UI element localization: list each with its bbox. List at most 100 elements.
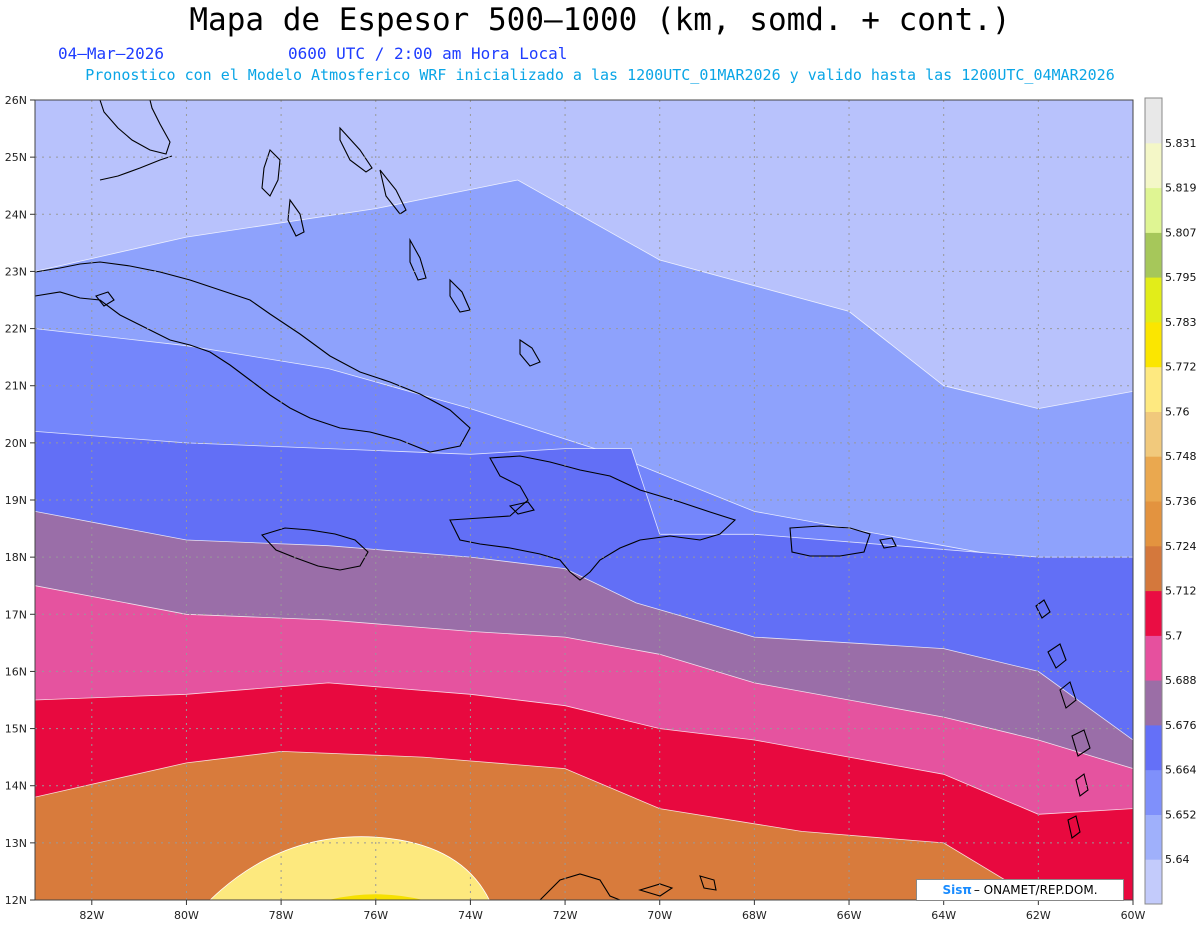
coastline-south-america	[539, 873, 621, 900]
colorbar-label: 5.772	[1165, 361, 1197, 374]
colorbar: 5.64 5.652 5.664 5.676 5.688 5.7 5.712 5.724 5.7…	[1144, 97, 1197, 905]
lat-tick-label: 22N	[5, 323, 27, 336]
coastline-antilles-2	[1047, 643, 1067, 669]
colorbar-swatch	[1145, 232, 1162, 278]
lat-tick-label: 23N	[5, 265, 27, 278]
model-info: Pronostico con el Modelo Atmosferico WRF…	[85, 66, 1115, 84]
coastline-jamaica	[260, 527, 369, 571]
lon-tick-label: 74W	[458, 909, 483, 922]
coastline-antilles-4	[1071, 729, 1091, 757]
colorbar-label: 5.807	[1165, 226, 1197, 239]
lon-tick-label: 64W	[931, 909, 956, 922]
colorbar-label: 5.819	[1165, 182, 1197, 195]
coastline-isla-juventud	[95, 291, 115, 307]
colorbar-label: 5.676	[1165, 719, 1197, 732]
coastline-bahamas-1	[261, 148, 281, 197]
coastline-gonave	[508, 501, 535, 515]
lon-tick-label: 60W	[1121, 909, 1146, 922]
coastline-keys	[99, 155, 173, 181]
lat-tick-label: 17N	[5, 608, 27, 621]
colorbar-label: 5.664	[1165, 764, 1197, 777]
coastline-bahamas-5	[409, 237, 427, 281]
colorbar-label: 5.795	[1165, 271, 1197, 284]
colorbar-label: 5.64	[1165, 853, 1190, 866]
lat-tick-label: 12N	[5, 894, 27, 907]
colorbar-label: 5.783	[1165, 316, 1197, 329]
colorbar-label: 5.7	[1165, 629, 1183, 642]
lat-tick-label: 20N	[5, 437, 27, 450]
lon-tick-label: 82W	[79, 909, 104, 922]
colorbar-swatch	[1145, 859, 1162, 905]
colorbar-label: 5.688	[1165, 674, 1197, 687]
coastlines	[35, 100, 1091, 900]
coastline-antilles-5	[1075, 773, 1089, 797]
lat-tick-label: 18N	[5, 551, 27, 564]
coastline-cuba	[35, 261, 471, 453]
colorbar-swatch	[1145, 187, 1162, 233]
coastline-antilles-3	[1059, 681, 1077, 709]
colorbar-frame	[1144, 97, 1163, 905]
band-11	[209, 836, 490, 900]
colorbar-swatch	[1145, 545, 1162, 592]
credit-box: Sisπ – ONAMET/REP.DOM.	[916, 879, 1124, 901]
lat-tick-label: 24N	[5, 208, 27, 221]
forecast-time: 0600 UTC / 2:00 am Hora Local	[288, 44, 568, 63]
lat-tick-label: 14N	[5, 780, 27, 793]
coastline-turks	[519, 338, 541, 367]
lat-tick-label: 16N	[5, 665, 27, 678]
lon-tick-label: 78W	[269, 909, 294, 922]
coastline-bahamas-4	[379, 169, 407, 215]
colorbar-swatch	[1145, 277, 1162, 323]
colorbar-swatch	[1145, 590, 1162, 636]
colorbar-label: 5.712	[1165, 585, 1197, 598]
colorbar-swatch	[1145, 321, 1162, 368]
colorbar-swatch	[1145, 142, 1162, 189]
lon-tick-label: 66W	[837, 909, 862, 922]
lon-tick-label: 62W	[1026, 909, 1051, 922]
coastline-bonaire	[699, 875, 717, 891]
colorbar-label: 5.748	[1165, 450, 1197, 463]
colorbar-swatch	[1145, 769, 1162, 815]
colorbar-swatch	[1145, 366, 1162, 412]
coastline-antilles-6	[1067, 815, 1081, 839]
lat-lon-grid	[35, 100, 1133, 900]
credit-brand: Sisπ	[942, 883, 972, 897]
colorbar-swatch	[1145, 680, 1162, 726]
colorbar-swatch	[1145, 501, 1162, 547]
coastline-bahamas-3	[339, 126, 373, 173]
lat-tick-label: 21N	[5, 380, 27, 393]
colorbar-swatch	[1145, 724, 1162, 771]
colorbar-swatch	[1145, 411, 1162, 457]
colorbar-label: 5.736	[1165, 495, 1197, 508]
map-title: Mapa de Espesor 500–1000 (km, somd. + co…	[189, 2, 1011, 38]
colorbar-swatch	[1145, 98, 1162, 144]
coastline-bahamas-6	[449, 278, 471, 313]
colorbar-swatch	[1145, 456, 1162, 502]
coastline-florida	[99, 100, 171, 155]
axis-ticks: 82W 80W 78W 76W 74W 72W 70W 68W 66W 64W 62W 60W 12N 1…	[5, 94, 1146, 922]
colorbar-swatch	[1145, 635, 1162, 681]
coastline-antilles-1	[1035, 599, 1051, 619]
lat-tick-label: 15N	[5, 723, 27, 736]
colorbar-swatch	[1145, 814, 1162, 860]
credit-text: – ONAMET/REP.DOM.	[973, 883, 1098, 897]
colorbar-label: 5.831	[1165, 137, 1197, 150]
lon-tick-label: 68W	[742, 909, 767, 922]
colorbar-label: 5.724	[1165, 540, 1197, 553]
lat-tick-label: 25N	[5, 151, 27, 164]
lat-tick-label: 13N	[5, 837, 27, 850]
coastline-hispaniola	[449, 455, 737, 581]
lon-tick-label: 80W	[174, 909, 199, 922]
colorbar-label: 5.652	[1165, 808, 1197, 821]
coastline-bahamas-2	[287, 198, 305, 237]
band-12	[328, 894, 424, 900]
coastline-puerto-rico	[789, 525, 871, 557]
lon-tick-label: 76W	[363, 909, 388, 922]
lon-tick-label: 72W	[553, 909, 578, 922]
coastline-virgin-islands	[879, 537, 897, 549]
lat-tick-label: 19N	[5, 494, 27, 507]
colorbar-label: 5.76	[1165, 405, 1190, 418]
lat-tick-label: 26N	[5, 94, 27, 107]
forecast-date: 04–Mar–2026	[58, 44, 164, 63]
